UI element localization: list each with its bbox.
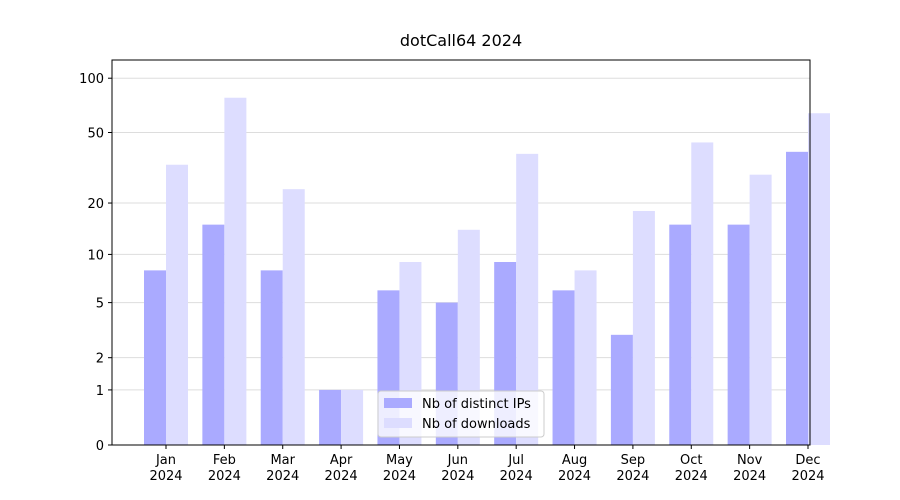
bar xyxy=(166,164,188,445)
legend-swatch xyxy=(384,418,412,428)
x-tick-label: Aug 2024 xyxy=(557,453,592,484)
bar xyxy=(552,290,575,445)
y-tick-label: 0 xyxy=(96,439,104,454)
y-tick-label: 100 xyxy=(79,72,104,87)
y-tick-label: 5 xyxy=(96,297,104,312)
x-tick-label: Jul 2024 xyxy=(499,453,533,484)
bar xyxy=(610,334,633,445)
bar xyxy=(808,113,830,446)
y-tick-label: 50 xyxy=(87,127,104,142)
bar xyxy=(632,210,655,445)
legend-box xyxy=(377,390,545,438)
bar xyxy=(144,270,166,445)
y-tick-label: 2 xyxy=(96,352,104,367)
x-tick-label: Dec 2024 xyxy=(791,453,825,484)
x-tick-label: Apr 2024 xyxy=(324,453,358,484)
y-tick-label: 1 xyxy=(96,384,104,399)
x-tick-label: Nov 2024 xyxy=(733,453,767,484)
bar xyxy=(260,270,283,445)
bar xyxy=(727,224,750,445)
x-tick-label: Oct 2024 xyxy=(674,453,708,484)
bar xyxy=(669,224,692,445)
legend-label: Nb of downloads xyxy=(422,417,531,432)
x-tick-label: Sep 2024 xyxy=(616,453,650,484)
legend-swatch xyxy=(384,398,412,408)
x-tick-label: Mar 2024 xyxy=(266,453,300,484)
x-tick-label: Jun 2024 xyxy=(441,453,475,484)
legend-label: Nb of distinct IPs xyxy=(422,397,531,412)
bar xyxy=(224,97,247,445)
x-tick-label: Feb 2024 xyxy=(207,453,241,484)
bar xyxy=(319,389,342,445)
bar xyxy=(202,224,225,445)
x-tick-label: May 2024 xyxy=(382,453,416,484)
bar xyxy=(574,270,597,445)
bar xyxy=(341,389,364,445)
y-tick-label: 10 xyxy=(87,248,104,263)
x-tick-label: Jan 2024 xyxy=(149,453,183,484)
bar xyxy=(516,153,539,445)
bar xyxy=(691,142,714,445)
bar xyxy=(749,174,772,445)
bar xyxy=(282,189,305,445)
plot-frame xyxy=(111,59,811,446)
y-tick-label: 20 xyxy=(87,197,104,212)
chart-title: dotCall64 2024 xyxy=(400,31,522,50)
bar xyxy=(786,151,808,445)
